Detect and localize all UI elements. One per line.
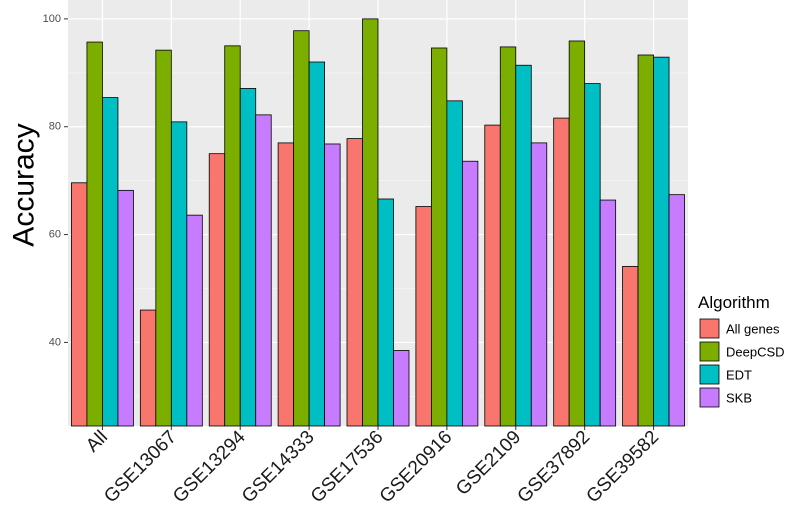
bar-deepcsd bbox=[224, 45, 241, 427]
legend-label: DeepCSD bbox=[726, 345, 785, 360]
bar-edt bbox=[102, 97, 119, 427]
bar-edt bbox=[170, 121, 188, 427]
bar-skb bbox=[461, 160, 479, 427]
x-tick-label: All bbox=[82, 427, 112, 457]
bar-deepcsd bbox=[293, 30, 310, 427]
bar-all-genes bbox=[139, 309, 157, 427]
bar-edt bbox=[653, 56, 670, 427]
bar-edt bbox=[584, 83, 601, 427]
bar-deepcsd bbox=[86, 41, 103, 427]
bar-deepcsd bbox=[362, 18, 379, 427]
bar-deepcsd bbox=[568, 40, 586, 427]
bar-all-genes bbox=[71, 182, 88, 427]
bar-skb bbox=[324, 143, 341, 427]
x-tick-label: GSE37892 bbox=[514, 427, 595, 508]
legend: Algorithm All genes DeepCSD EDT SKB bbox=[698, 293, 785, 408]
x-tick-label: GSE13294 bbox=[169, 426, 250, 507]
bar-edt bbox=[515, 64, 532, 427]
bar-deepcsd bbox=[637, 54, 654, 427]
bar-edt bbox=[377, 198, 394, 427]
y-axis-title: Accuracy bbox=[8, 123, 41, 246]
bar-skb bbox=[255, 114, 272, 427]
legend-key bbox=[699, 341, 720, 362]
legend-title: Algorithm bbox=[698, 293, 770, 312]
bars bbox=[71, 18, 685, 427]
y-tick-label: 40 bbox=[49, 336, 61, 348]
bar-skb bbox=[393, 350, 410, 427]
bar-all-genes bbox=[415, 206, 432, 427]
bar-all-genes bbox=[346, 138, 363, 427]
bar-edt bbox=[239, 88, 257, 427]
bar-deepcsd bbox=[430, 47, 448, 427]
bar-edt bbox=[308, 61, 326, 427]
legend-key bbox=[699, 387, 720, 408]
bar-skb bbox=[668, 194, 685, 427]
bar-skb bbox=[599, 199, 617, 427]
bar-all-genes bbox=[484, 124, 501, 427]
legend-label: SKB bbox=[726, 391, 752, 406]
bar-skb bbox=[117, 189, 134, 427]
bar-all-genes bbox=[553, 117, 570, 427]
legend-label: All genes bbox=[726, 322, 780, 337]
bar-deepcsd bbox=[499, 46, 517, 427]
bar-all-genes bbox=[277, 142, 295, 427]
bar-all-genes bbox=[622, 265, 639, 427]
x-tick-label: GSE13067 bbox=[100, 427, 181, 508]
y-tick-label: 60 bbox=[49, 229, 61, 241]
x-tick-label: GSE14333 bbox=[238, 427, 319, 508]
bar-skb bbox=[530, 142, 548, 427]
legend-key bbox=[699, 364, 720, 385]
bar-deepcsd bbox=[155, 49, 172, 427]
x-tick-label: GSE2109 bbox=[452, 427, 525, 500]
legend-key bbox=[699, 318, 720, 339]
y-tick-label: 100 bbox=[43, 13, 61, 25]
bar-edt bbox=[446, 100, 463, 427]
x-tick-label: GSE39582 bbox=[583, 427, 664, 508]
y-tick-label: 80 bbox=[49, 121, 61, 133]
x-axis: AllGSE13067GSE13294GSE14333GSE17536GSE20… bbox=[82, 426, 663, 507]
bar-all-genes bbox=[208, 153, 226, 427]
x-tick-label: GSE17536 bbox=[307, 427, 388, 508]
y-axis: 40 60 80 100 bbox=[43, 13, 68, 348]
x-tick-label: GSE20916 bbox=[376, 427, 457, 508]
bar-skb bbox=[186, 214, 203, 427]
legend-label: EDT bbox=[726, 368, 752, 383]
